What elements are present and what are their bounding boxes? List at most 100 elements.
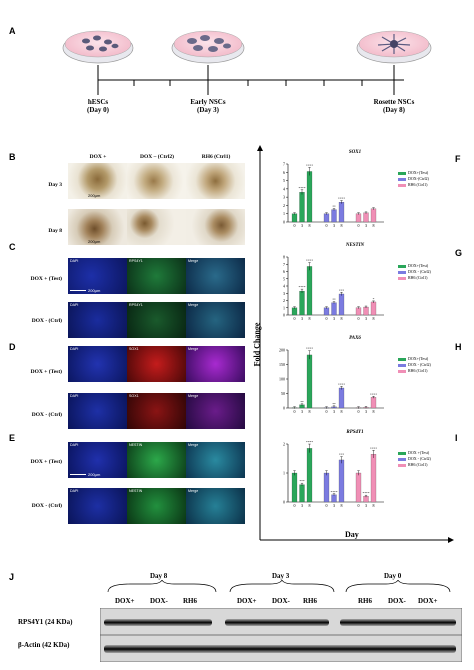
- y-tick-label: 1: [283, 211, 285, 216]
- blot-row-actin: β-Actin (42 KDa): [18, 641, 70, 649]
- significance-label: ***: [299, 479, 305, 483]
- x-tick-label: 0: [326, 409, 328, 414]
- x-tick-label: 8: [373, 503, 375, 508]
- significance-label: ****: [338, 197, 345, 201]
- x-tick-label: 3: [301, 409, 303, 414]
- d-merge-ctrl: Merge: [186, 393, 245, 429]
- x-tick-label: 0: [358, 223, 360, 228]
- bar-rh6-ctrl1-: [363, 306, 369, 316]
- x-tick-label: 8: [309, 503, 311, 508]
- chart-sox1: SOX1 0 1 2 3 4 5 6 7 0 **** 3 **** 8 0 ** 3 **** 8 0 3 8 DOX…: [270, 150, 455, 240]
- b-col-dox-plus: DOX +: [89, 154, 107, 160]
- panel-letter-e: E: [9, 433, 16, 443]
- x-tick-label: 8: [341, 409, 343, 414]
- y-tick-label: 0: [283, 500, 285, 505]
- bar-dox-test-: [306, 448, 313, 503]
- stage-rosette-nscs: Rosette NSCs (Day 8): [373, 98, 415, 114]
- y-axis-label: Fold Change: [252, 322, 262, 367]
- x-tick-label: 3: [365, 409, 367, 414]
- panel-letter-c: C: [9, 242, 16, 252]
- c-rps4y1-test: RPS4Y1: [127, 258, 186, 294]
- western-blot-image: [100, 608, 462, 662]
- panel-letter-j: J: [9, 572, 15, 582]
- lane-5: DOX-: [272, 597, 290, 605]
- bar-rh6-ctrl1-: [363, 212, 369, 223]
- c-merge-ctrl: Merge: [186, 302, 245, 338]
- bar-rh6-ctrl1-: [370, 208, 377, 223]
- bf-rh6-day3: [186, 163, 245, 199]
- shared-axes: [257, 145, 454, 543]
- y-tick-label: 0: [283, 406, 285, 411]
- x-tick-label: 3: [333, 503, 335, 508]
- x-tick-label: 3: [333, 316, 335, 321]
- y-tick-label: 6: [283, 170, 285, 175]
- chart-rps4y1: RPS4Y1 0 1 2 0 *** 3 **** 8 0 **** 3 *** 8 0 **** 3 ****…: [270, 430, 455, 520]
- y-tick-label: 0: [283, 313, 285, 318]
- x-tick-label: 3: [301, 503, 303, 508]
- c-dapi-ctrl: DAPI: [68, 302, 127, 338]
- bar-dox-test-: [299, 192, 305, 223]
- c-row-test: DOX + (Test): [30, 276, 62, 282]
- y-tick-label: 4: [283, 284, 285, 289]
- x-tick-label: 3: [365, 316, 367, 321]
- y-tick-label: 1: [283, 471, 285, 476]
- e-row-test: DOX + (Test): [30, 459, 62, 465]
- chart-nestin-legend: DOX+(Test) DOX - (Ctrl2) RH6 (Ctrl1): [398, 263, 431, 281]
- bar-dox-test-: [299, 484, 305, 503]
- y-tick-label: 150: [279, 362, 285, 367]
- blot-braces: [107, 580, 451, 593]
- significance-label: **: [332, 298, 336, 302]
- bar-dox-ctrl2-: [323, 472, 330, 503]
- x-tick-label: 8: [341, 223, 343, 228]
- blot-day3: Day 3: [272, 572, 290, 580]
- bar-dox-test-: [291, 213, 298, 223]
- x-tick-label: 3: [333, 409, 335, 414]
- bf-dox-minus-day3: [127, 163, 186, 199]
- significance-label: ****: [306, 163, 313, 167]
- petri-dish-day3: [171, 30, 245, 64]
- c-rps4y1-ctrl: RPS4Y1: [127, 302, 186, 338]
- significance-label: ****: [306, 440, 313, 444]
- panel-letter-b: B: [9, 152, 16, 162]
- c-row-ctrl: DOX - (Ctrl): [31, 318, 62, 324]
- e-merge-test: Merge: [186, 442, 245, 478]
- blot-row-rps4y1: RPS4Y1 (24 KDa): [18, 618, 73, 626]
- significance-label: **: [300, 400, 304, 404]
- x-tick-label: 8: [341, 503, 343, 508]
- bf-dox-plus-day3: 200µm: [68, 163, 127, 199]
- chart-pax6: PAX6 0 50 100 150 200 0 ** 3 **** 8 0 ** 3 **** 8 0 3 ***…: [270, 336, 455, 426]
- significance-label: *: [373, 297, 375, 301]
- bar-dox-ctrl2-: [331, 494, 337, 503]
- y-tick-label: 5: [283, 276, 285, 281]
- stage-hescs: hESCs (Day 0): [87, 98, 109, 114]
- stage-early-nscs: Early NSCs (Day 3): [190, 98, 226, 114]
- bar-dox-ctrl2-: [338, 202, 345, 223]
- d-dapi-test: DAPI: [68, 346, 127, 382]
- bar-dox-ctrl2-: [331, 302, 337, 316]
- significance-label: ****: [370, 446, 377, 450]
- y-tick-label: 200: [279, 348, 285, 353]
- x-tick-label: 8: [341, 316, 343, 321]
- x-axis-label: Day: [345, 530, 359, 539]
- d-sox1-ctrl: SOX1: [127, 393, 186, 429]
- bar-rh6-ctrl1-: [355, 213, 362, 223]
- significance-label: ****: [306, 259, 313, 263]
- significance-label: ****: [299, 285, 306, 289]
- panel-letter-a: A: [9, 26, 16, 36]
- c-merge-test: Merge: [186, 258, 245, 294]
- timeline-diagram: [62, 30, 432, 95]
- bar-rh6-ctrl1-: [370, 301, 377, 316]
- y-tick-label: 7: [283, 162, 285, 167]
- significance-label: ****: [370, 392, 377, 396]
- bar-dox-test-: [306, 266, 313, 316]
- y-tick-label: 50: [281, 391, 285, 396]
- bar-dox-ctrl2-: [338, 387, 345, 409]
- chart-nestin: NESTIN 0 1 2 3 4 5 6 7 8 0 **** 3 **** 8 0 ** 3 *** 8 0 3 * 8 …: [270, 243, 455, 333]
- chart-pax6-title: PAX6: [349, 336, 361, 341]
- bar-dox-ctrl2-: [331, 209, 337, 223]
- chart-sox1-title: SOX1: [348, 150, 362, 155]
- bar-dox-test-: [299, 290, 305, 316]
- bar-dox-ctrl2-: [338, 459, 345, 503]
- panel-letter-g: G: [455, 248, 463, 258]
- x-tick-label: 0: [294, 503, 296, 508]
